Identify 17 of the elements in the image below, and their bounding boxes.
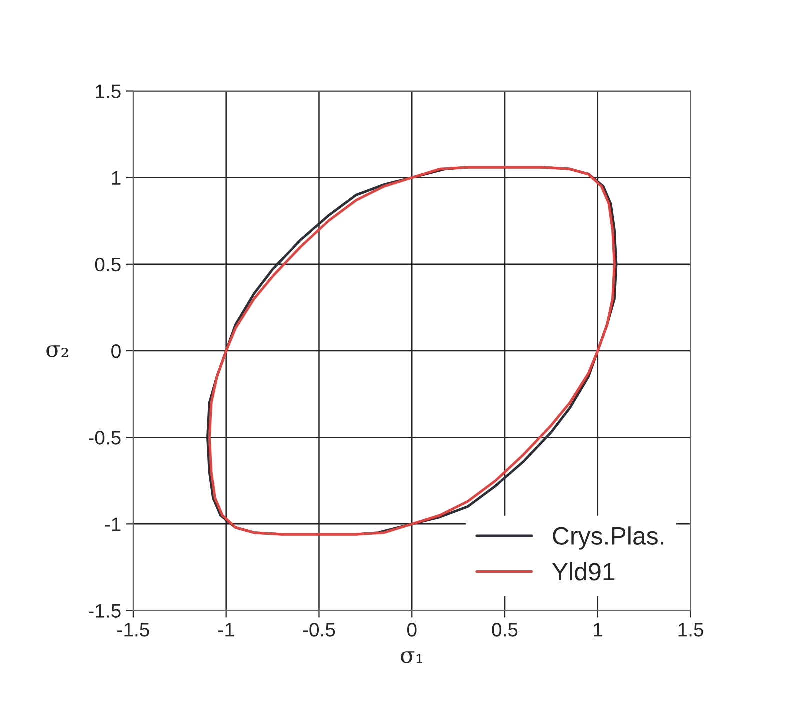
x-tick-label: 1.5: [678, 623, 704, 637]
y-axis-title: σ₂: [46, 346, 68, 358]
x-tick-label: 1: [594, 623, 602, 637]
x-tick-label: -1: [218, 623, 234, 637]
y-tick-label: 1: [112, 172, 121, 185]
x-axis-title: σ₁: [401, 652, 422, 664]
y-tick-label: 1.5: [96, 84, 121, 98]
y-tick-label: -0.5: [89, 431, 121, 445]
x-tick-label: -0.5: [303, 623, 336, 637]
y-tick-label: 0.5: [95, 258, 121, 272]
legend-label: Crys.Plas.: [553, 526, 664, 550]
legend-label: Yld91: [552, 562, 615, 581]
y-tick-label: -1: [105, 518, 121, 532]
x-tick-label: 0.5: [492, 623, 518, 637]
y-tick-label: -1.5: [89, 604, 121, 618]
y-tick-label: 0: [112, 344, 121, 358]
x-tick-label: 0: [407, 623, 417, 637]
